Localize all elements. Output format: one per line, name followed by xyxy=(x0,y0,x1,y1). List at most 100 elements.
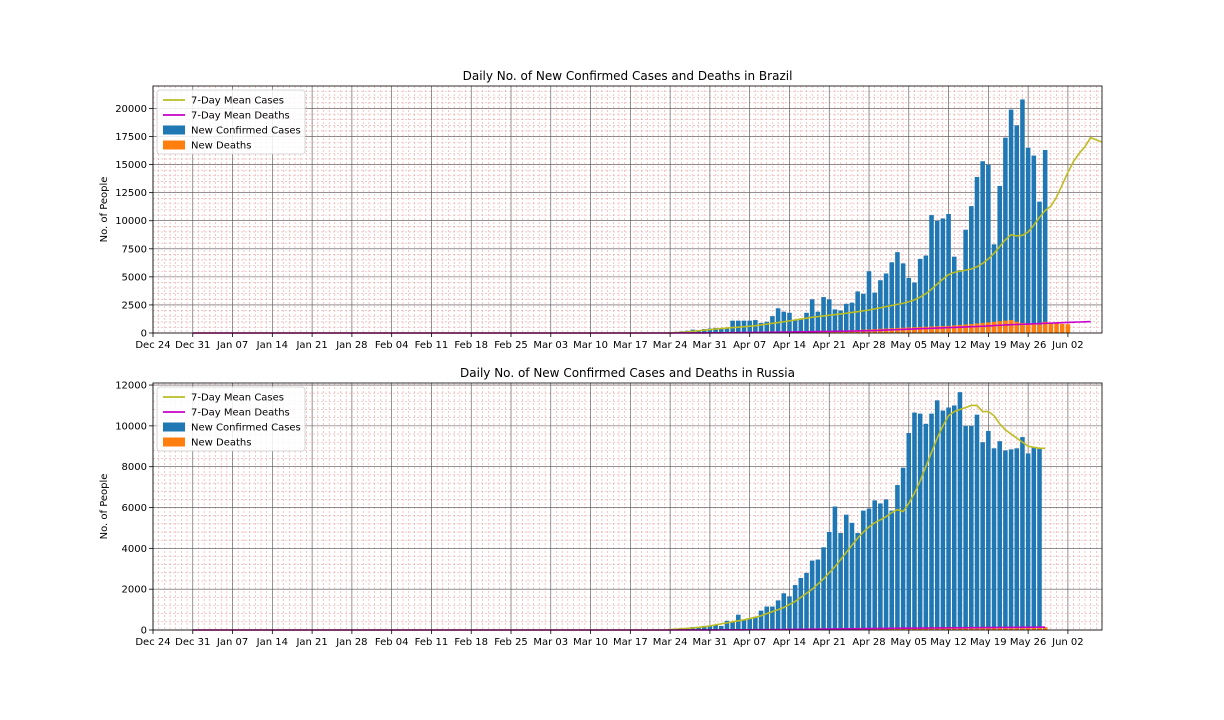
bar xyxy=(969,627,974,630)
bar xyxy=(934,326,940,333)
bar xyxy=(1025,323,1031,333)
bar xyxy=(917,413,923,630)
bars-new-confirmed-cases xyxy=(667,99,1048,334)
bar xyxy=(1014,448,1020,630)
x-tick-label: Feb 18 xyxy=(454,637,488,648)
bar xyxy=(963,627,968,630)
bar xyxy=(912,628,917,630)
bar xyxy=(713,327,718,333)
bar xyxy=(923,326,929,333)
plot-frame xyxy=(152,85,1103,334)
y-tick-label: 10000 xyxy=(115,216,147,227)
bar xyxy=(900,327,906,333)
bar xyxy=(946,213,951,333)
legend-bar-swatch xyxy=(163,437,185,447)
bar xyxy=(781,593,787,630)
bar xyxy=(1008,109,1014,333)
x-tick-label: Jan 07 xyxy=(216,340,248,351)
bar xyxy=(1048,322,1054,333)
bar xyxy=(724,620,730,630)
x-tick-label: Dec 24 xyxy=(135,340,170,351)
x-tick-label: Mar 03 xyxy=(533,340,568,351)
bar xyxy=(770,606,775,630)
bar xyxy=(707,625,713,630)
bar xyxy=(1025,453,1031,630)
x-tick-label: Jan 21 xyxy=(295,340,327,351)
x-tick-label: May 05 xyxy=(891,340,928,351)
bar xyxy=(957,270,963,333)
bar xyxy=(895,327,900,333)
bar xyxy=(798,318,804,333)
bar xyxy=(986,430,991,630)
x-tick-label: Dec 31 xyxy=(175,637,210,648)
y-axis-label: No. of People xyxy=(99,474,110,540)
bar xyxy=(826,299,832,333)
x-tick-label: Feb 11 xyxy=(415,637,449,648)
bar xyxy=(1014,627,1020,630)
bar xyxy=(997,185,1002,333)
bar xyxy=(1037,201,1042,333)
x-tick-label: Feb 18 xyxy=(454,340,488,351)
bar xyxy=(1008,627,1014,630)
bar xyxy=(986,164,991,333)
bar xyxy=(969,324,974,333)
y-tick-label: 20000 xyxy=(115,104,147,115)
bar xyxy=(753,616,758,630)
y-axis-label: No. of People xyxy=(99,177,110,243)
x-tick-label: Dec 24 xyxy=(135,637,170,648)
y-tick-label: 17500 xyxy=(115,132,147,143)
y-tick-label: 5000 xyxy=(122,272,147,283)
bar xyxy=(980,322,985,333)
bar xyxy=(792,319,798,333)
bar xyxy=(900,467,906,630)
bar xyxy=(991,627,997,630)
bar xyxy=(980,627,985,630)
legend-bar-swatch xyxy=(163,125,185,135)
bar xyxy=(1008,320,1014,333)
bar xyxy=(974,414,980,630)
bar xyxy=(821,297,826,333)
bar xyxy=(770,316,775,333)
y-tick-label: 4000 xyxy=(122,544,147,555)
bar xyxy=(997,321,1002,333)
bar xyxy=(713,624,718,630)
legend-label: 7-Day Mean Cases xyxy=(191,96,284,107)
x-tick-label: Mar 24 xyxy=(653,340,688,351)
bar xyxy=(929,413,934,630)
bar xyxy=(775,308,781,333)
bar xyxy=(883,273,889,333)
bar xyxy=(741,619,747,630)
bar xyxy=(878,503,883,630)
x-tick-label: May 19 xyxy=(970,637,1007,648)
bar xyxy=(758,322,764,333)
bar xyxy=(957,392,963,630)
bar xyxy=(951,325,957,333)
bar xyxy=(1014,125,1020,333)
bar xyxy=(1025,627,1031,630)
bar xyxy=(787,596,792,630)
bar xyxy=(696,626,701,630)
bar xyxy=(923,423,929,630)
bar xyxy=(736,614,741,630)
bar xyxy=(900,628,906,630)
legend-bar-swatch xyxy=(163,140,185,150)
bar xyxy=(832,309,838,333)
x-tick-label: Mar 31 xyxy=(693,340,728,351)
x-tick-label: Feb 25 xyxy=(494,340,528,351)
bar xyxy=(1025,147,1031,333)
bar xyxy=(934,220,940,333)
y-tick-label: 7500 xyxy=(122,244,147,255)
bar xyxy=(1014,321,1020,333)
bar xyxy=(986,322,991,333)
bar xyxy=(889,510,895,630)
bar xyxy=(997,441,1002,630)
legend-label: New Confirmed Cases xyxy=(191,423,301,434)
x-tick-label: May 26 xyxy=(1010,340,1047,351)
x-tick-label: May 19 xyxy=(970,340,1007,351)
bar xyxy=(940,218,946,333)
y-tick-label: 12000 xyxy=(115,381,147,392)
bar xyxy=(951,256,957,333)
y-tick-label: 2000 xyxy=(122,585,147,596)
bar xyxy=(1003,450,1008,630)
bar xyxy=(809,560,815,630)
